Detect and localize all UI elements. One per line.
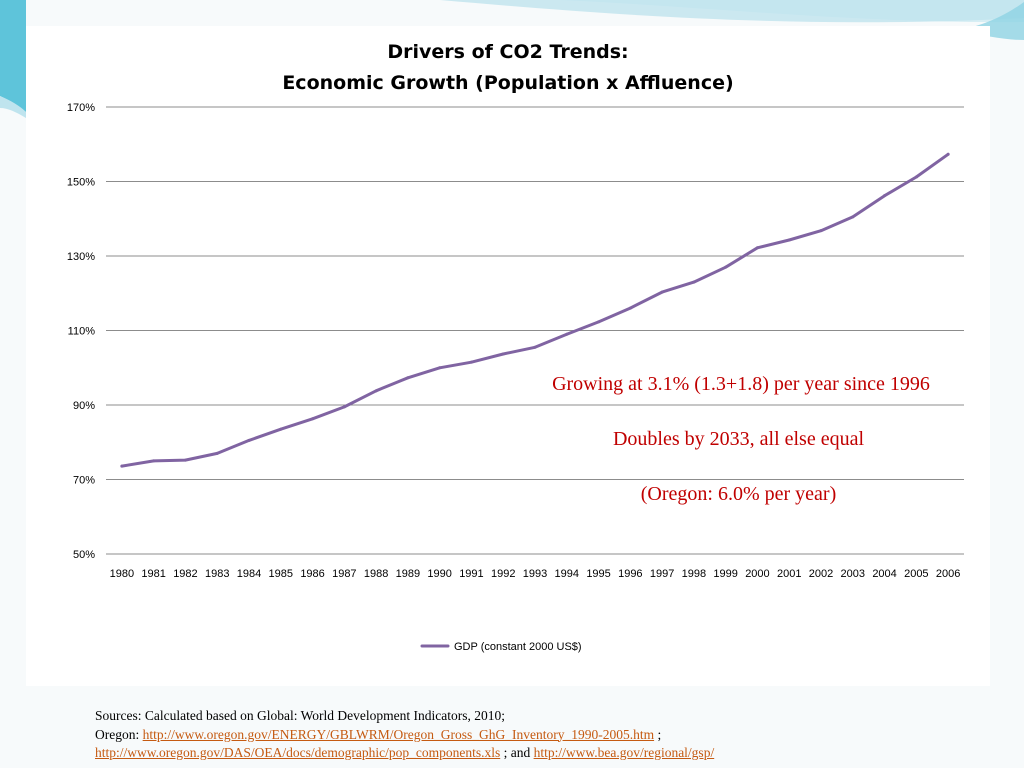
x-tick-label-1990: 1990 bbox=[427, 568, 451, 580]
oregon-ghg-inventory-link[interactable]: http://www.oregon.gov/ENERGY/GBLWRM/Oreg… bbox=[142, 726, 655, 742]
x-tick-label-1996: 1996 bbox=[618, 568, 642, 580]
data-point-1985 bbox=[279, 427, 283, 431]
series-line-gdp bbox=[120, 152, 950, 468]
y-tick-label-110: 110% bbox=[68, 326, 96, 338]
data-point-1999 bbox=[724, 265, 728, 269]
chart-title: Drivers of CO2 Trends: bbox=[387, 41, 629, 63]
x-tick-label-1984: 1984 bbox=[237, 568, 261, 580]
annotation-doubling: Doubles by 2033, all else equal bbox=[612, 428, 865, 450]
bea-gsp-link[interactable]: http://www.bea.gov/regional/gsp/ bbox=[533, 745, 715, 760]
data-point-2003 bbox=[851, 215, 855, 219]
gdp-line-chart: 50% 70% 90% 110% 130% 150% 170% 1980 1981 1982 198… bbox=[67, 102, 964, 653]
data-point-1992 bbox=[501, 352, 505, 356]
x-tick-label-1987: 1987 bbox=[332, 568, 356, 580]
x-tick-label-1998: 1998 bbox=[682, 568, 706, 580]
x-tick-label-1992: 1992 bbox=[491, 568, 515, 580]
x-tick-label-2004: 2004 bbox=[872, 568, 896, 580]
y-tick-label-150: 150% bbox=[67, 177, 95, 189]
data-point-1993 bbox=[533, 345, 537, 349]
x-tick-label-1995: 1995 bbox=[586, 568, 610, 580]
sources-line-1: Sources: Calculated based on Global: Wor… bbox=[95, 708, 505, 723]
data-point-1986 bbox=[311, 417, 315, 421]
x-tick-label-1988: 1988 bbox=[364, 568, 388, 580]
annotation-growth-rate: Growing at 3.1% (1.3+1.8) per year since… bbox=[552, 373, 930, 395]
sources-line-3: http://www.oregon.gov/DAS/OEA/docs/demog… bbox=[95, 744, 975, 763]
data-point-1981 bbox=[152, 459, 156, 463]
x-tick-label-2003: 2003 bbox=[841, 568, 865, 580]
x-tick-label-1997: 1997 bbox=[650, 568, 674, 580]
data-point-1987 bbox=[342, 405, 346, 409]
sources-line-2: Oregon: http://www.oregon.gov/ENERGY/GBL… bbox=[95, 726, 975, 745]
oregon-label: Oregon: bbox=[95, 726, 140, 742]
chart-subtitle: Economic Growth (Population x Affluence) bbox=[282, 72, 734, 94]
data-point-1996 bbox=[628, 306, 632, 310]
x-tick-label-1981: 1981 bbox=[141, 568, 165, 580]
x-tick-label-1983: 1983 bbox=[205, 568, 229, 580]
data-point-1980 bbox=[120, 464, 124, 468]
y-tick-label-170: 170% bbox=[67, 102, 95, 114]
data-point-1991 bbox=[469, 360, 473, 364]
data-point-2006 bbox=[946, 152, 950, 156]
x-tick-label-2001: 2001 bbox=[777, 568, 801, 580]
data-point-2005 bbox=[914, 175, 918, 179]
x-tick-label-1989: 1989 bbox=[396, 568, 420, 580]
data-point-2001 bbox=[787, 238, 791, 242]
data-point-1988 bbox=[374, 389, 378, 393]
x-tick-label-1985: 1985 bbox=[269, 568, 293, 580]
sources-separator-1: ; bbox=[657, 726, 662, 742]
y-tick-label-50: 50% bbox=[73, 549, 95, 561]
data-point-1989 bbox=[406, 376, 410, 380]
x-tick-label-1982: 1982 bbox=[173, 568, 197, 580]
data-point-2004 bbox=[883, 194, 887, 198]
x-tick-label-1993: 1993 bbox=[523, 568, 547, 580]
left-wave-accent bbox=[0, 96, 26, 118]
top-wave-accent bbox=[440, 0, 1024, 23]
sources-footnote: Sources: Calculated based on Global: Wor… bbox=[95, 707, 975, 763]
data-point-1998 bbox=[692, 280, 696, 284]
data-point-1984 bbox=[247, 438, 251, 442]
data-point-1990 bbox=[438, 366, 442, 370]
legend-label-gdp: GDP (constant 2000 US$) bbox=[454, 641, 582, 653]
y-tick-label-70: 70% bbox=[73, 475, 95, 487]
left-wave-decoration bbox=[0, 0, 26, 112]
x-tick-label-2006: 2006 bbox=[936, 568, 960, 580]
data-point-1997 bbox=[660, 290, 664, 294]
data-point-1982 bbox=[183, 458, 187, 462]
y-tick-label-90: 90% bbox=[73, 400, 95, 412]
x-tick-label-1999: 1999 bbox=[713, 568, 737, 580]
x-tick-label-1991: 1991 bbox=[459, 568, 483, 580]
x-tick-label-2000: 2000 bbox=[745, 568, 769, 580]
data-point-1983 bbox=[215, 451, 219, 455]
x-tick-label-2002: 2002 bbox=[809, 568, 833, 580]
data-point-1995 bbox=[597, 320, 601, 324]
x-tick-label-1980: 1980 bbox=[110, 568, 134, 580]
oregon-pop-components-link[interactable]: http://www.oregon.gov/DAS/OEA/docs/demog… bbox=[95, 745, 501, 760]
data-point-1994 bbox=[565, 332, 569, 336]
sources-separator-2: ; and bbox=[503, 745, 531, 760]
y-tick-label-130: 130% bbox=[67, 251, 95, 263]
x-tick-label-2005: 2005 bbox=[904, 568, 928, 580]
x-tick-label-1994: 1994 bbox=[555, 568, 579, 580]
data-point-2000 bbox=[755, 246, 759, 250]
chart-panel: 50% 70% 90% 110% 130% 150% 170% 1980 1981 1982 198… bbox=[26, 26, 990, 686]
data-point-2002 bbox=[819, 229, 823, 233]
annotation-oregon: (Oregon: 6.0% per year) bbox=[640, 483, 837, 505]
x-tick-label-1986: 1986 bbox=[300, 568, 324, 580]
